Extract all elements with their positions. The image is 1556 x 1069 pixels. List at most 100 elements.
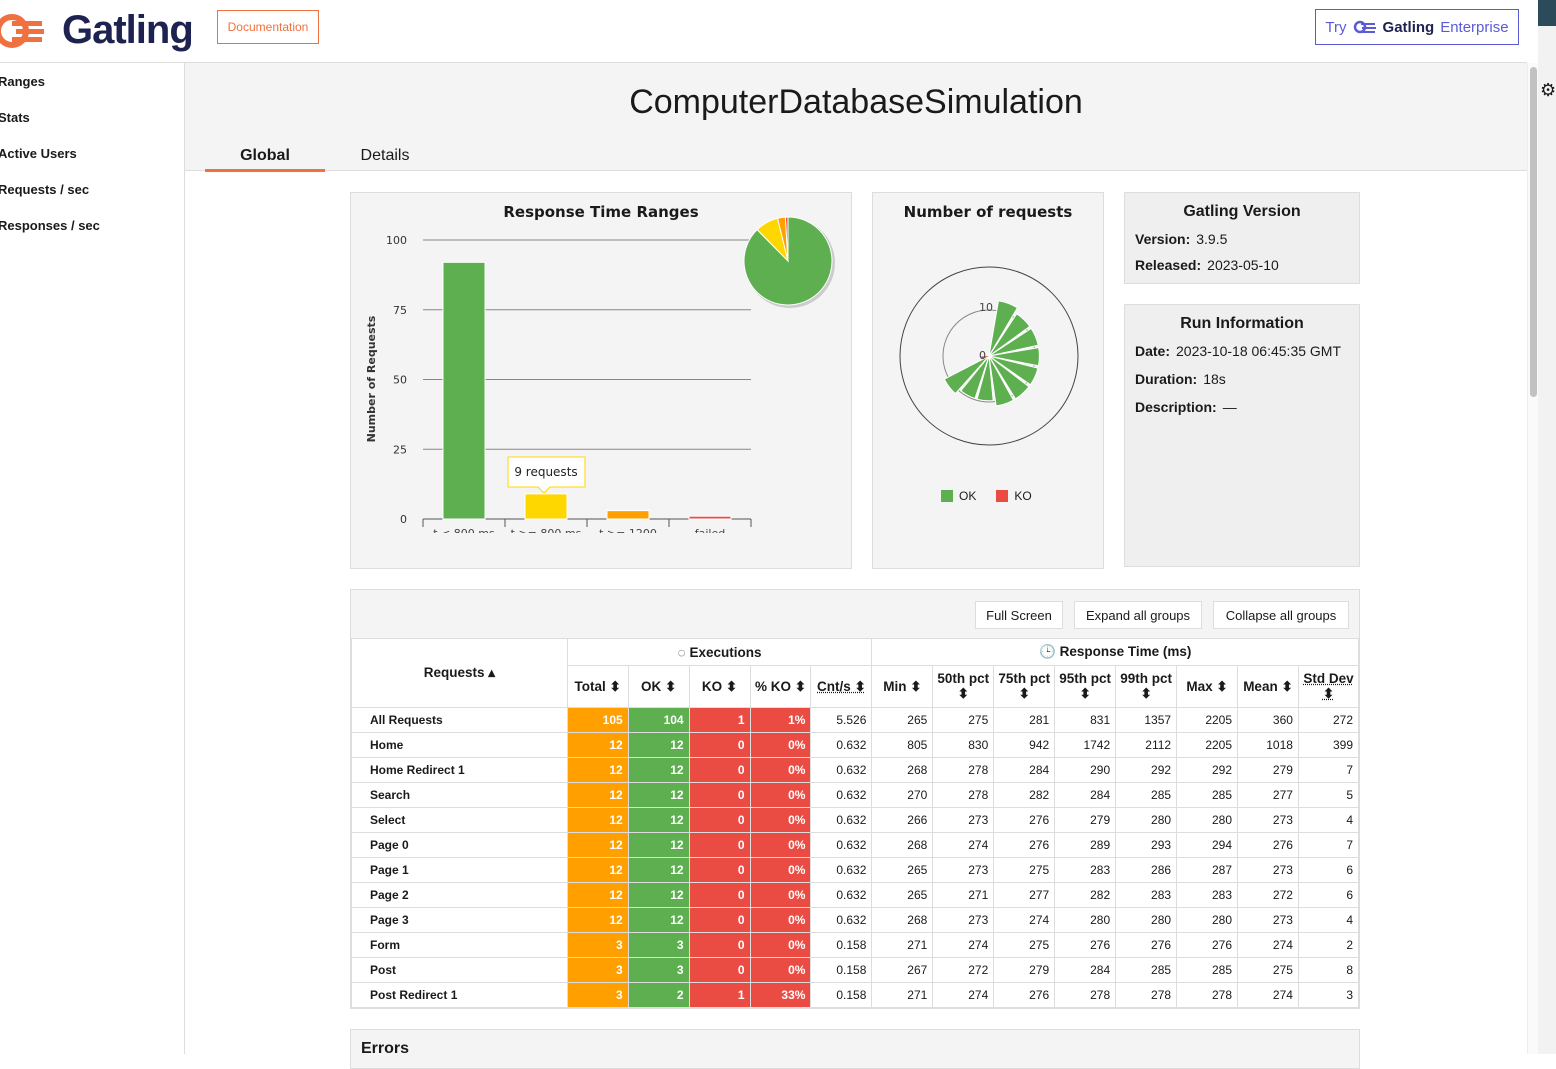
column-header-12[interactable]: Std Dev ⬍ [1298,666,1358,708]
column-header-9[interactable]: 99th pct ⬍ [1116,666,1177,708]
released-value: 2023-05-10 [1207,257,1279,273]
table-row[interactable]: Page 2 12 12 0 0% 0.632 265 271 277 282 283 283 272 6 [352,883,1359,908]
cell: 12 [567,908,628,933]
executions-label: Executions [689,645,761,660]
cell: 286 [1116,858,1177,883]
sidebar-item-requests-sec[interactable]: Requests / sec [0,182,89,197]
executions-group-header: ◌ Executions [567,639,872,666]
sidebar-item-ranges[interactable]: Ranges [0,74,45,89]
cell: 276 [994,833,1055,858]
column-header-5[interactable]: Min ⬍ [872,666,933,708]
request-name[interactable]: Page 1 [352,858,568,883]
scrollbar[interactable] [1527,63,1538,1054]
column-header-3[interactable]: % KO ⬍ [750,666,811,708]
x-tick-label: t < 800 ms [433,527,495,533]
table-row[interactable]: Home Redirect 1 12 12 0 0% 0.632 268 278 284 290 2… [352,758,1359,783]
cell: 276 [994,808,1055,833]
cell: 6 [1298,883,1358,908]
cell: 270 [872,783,933,808]
bar [689,516,731,519]
cell: 12 [567,883,628,908]
table-row[interactable]: Post Redirect 1 3 2 1 33% 0.158 271 274 276 278 27… [352,983,1359,1008]
cell: 276 [1055,933,1116,958]
table-row[interactable]: Home 12 12 0 0% 0.632 805 830 942 1742 2112 2205 101… [352,733,1359,758]
stats-table: Requests ▴ ◌ Executions 🕒 Response Time … [351,638,1359,1008]
request-name[interactable]: Home Redirect 1 [352,758,568,783]
request-name[interactable]: Page 0 [352,833,568,858]
version-title: Gatling Version [1125,203,1359,221]
y-axis-label: Number of Requests [365,315,378,442]
cell: 287 [1177,858,1238,883]
enterprise-logo-icon [1353,20,1377,34]
cell: 0.632 [811,858,872,883]
collapse-all-groups-button[interactable]: Collapse all groups [1213,601,1349,629]
cell: 275 [1238,958,1299,983]
cell: 278 [933,783,994,808]
cell: 3 [628,933,689,958]
request-name[interactable]: Post Redirect 1 [352,983,568,1008]
request-name[interactable]: Form [352,933,568,958]
table-row[interactable]: Page 3 12 12 0 0% 0.632 268 273 274 280 280 280 273 4 [352,908,1359,933]
request-name[interactable]: All Requests [352,708,568,733]
cell: 283 [1177,883,1238,908]
y-tick-label: 25 [393,443,407,456]
released-label: Released: [1135,257,1201,273]
documentation-button[interactable]: Documentation [217,10,319,44]
table-row[interactable]: Post 3 3 0 0% 0.158 267 272 279 284 285 285 275 8 [352,958,1359,983]
column-header-1[interactable]: OK ⬍ [628,666,689,708]
tab-global[interactable]: Global [205,147,325,172]
column-header-0[interactable]: Total ⬍ [567,666,628,708]
column-header-7[interactable]: 75th pct ⬍ [994,666,1055,708]
cell: 0% [750,833,811,858]
cell: 268 [872,908,933,933]
request-name[interactable]: Page 2 [352,883,568,908]
request-name[interactable]: Home [352,733,568,758]
legend-ok[interactable]: OK [941,489,976,503]
cell: 1018 [1238,733,1299,758]
cell: 12 [567,758,628,783]
column-header-10[interactable]: Max ⬍ [1177,666,1238,708]
request-name[interactable]: Search [352,783,568,808]
request-name[interactable]: Post [352,958,568,983]
gatling-logo[interactable]: Gatling [0,8,193,53]
column-header-8[interactable]: 95th pct ⬍ [1055,666,1116,708]
table-row[interactable]: Page 0 12 12 0 0% 0.632 268 274 276 289 293 294 276 7 [352,833,1359,858]
cell: 271 [872,933,933,958]
cell: 8 [1298,958,1358,983]
cell: 266 [872,808,933,833]
cell: 276 [994,983,1055,1008]
table-row[interactable]: Select 12 12 0 0% 0.632 266 273 276 279 280 280 273 4 [352,808,1359,833]
sidebar-item-stats[interactable]: Stats [0,110,30,125]
scrollbar-thumb[interactable] [1530,67,1537,397]
expand-all-groups-button[interactable]: Expand all groups [1074,601,1202,629]
table-row[interactable]: Form 3 3 0 0% 0.158 271 274 275 276 276 276 274 2 [352,933,1359,958]
table-row[interactable]: Search 12 12 0 0% 0.632 270 278 282 284 285 285 277 5 [352,783,1359,808]
column-header-4[interactable]: Cnt/s ⬍ [811,666,872,708]
cell: 831 [1055,708,1116,733]
table-row[interactable]: Page 1 12 12 0 0% 0.632 265 273 275 283 286 287 273 6 [352,858,1359,883]
sidebar-item-active-users[interactable]: Active Users [0,146,77,161]
cell: 289 [1055,833,1116,858]
requests-header[interactable]: Requests ▴ [352,639,568,708]
cell: 0 [689,958,750,983]
request-name[interactable]: Page 3 [352,908,568,933]
try-enterprise-button[interactable]: Try Gatling Enterprise [1315,9,1519,45]
cell: 1 [689,708,750,733]
cell: 0 [689,833,750,858]
date-value: 2023-10-18 06:45:35 GMT [1176,343,1341,359]
sidebar-item-responses-sec[interactable]: Responses / sec [0,218,100,233]
cell: 265 [872,708,933,733]
legend-ko[interactable]: KO [996,489,1031,503]
full-screen-button[interactable]: Full Screen [975,601,1063,629]
version-label: Version: [1135,231,1190,247]
request-name[interactable]: Select [352,808,568,833]
tab-details[interactable]: Details [325,147,445,165]
cell: 276 [1238,833,1299,858]
y-tick-label: 0 [400,513,407,526]
cell: 280 [1177,808,1238,833]
column-header-11[interactable]: Mean ⬍ [1238,666,1299,708]
table-row[interactable]: All Requests 105 104 1 1% 5.526 265 275 281 831 13… [352,708,1359,733]
column-header-6[interactable]: 50th pct ⬍ [933,666,994,708]
cell: 12 [567,858,628,883]
column-header-2[interactable]: KO ⬍ [689,666,750,708]
